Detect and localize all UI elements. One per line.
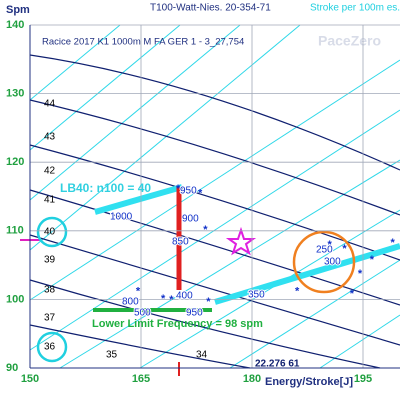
point: * <box>176 183 181 195</box>
stroke-line-label: 42 <box>44 166 56 177</box>
x-axis-label: Energy/Stroke[J] <box>265 376 353 388</box>
annotation: 22.276 61 <box>255 359 300 370</box>
y-tick-label: 90 <box>6 362 18 374</box>
stroke-curve <box>29 189 400 306</box>
stroke-line-label: 34 <box>196 350 208 361</box>
point: * <box>206 296 211 308</box>
markers <box>20 184 400 376</box>
cyan-band <box>214 243 400 305</box>
stroke-line-label: 41 <box>44 195 56 206</box>
point: * <box>350 288 355 300</box>
cyan-line <box>29 24 241 201</box>
y-tick-label: 100 <box>6 293 24 305</box>
cyan-line <box>139 209 400 369</box>
point: * <box>203 224 208 236</box>
distance-label: 900 <box>182 214 199 225</box>
cyan-circle <box>36 216 68 248</box>
distance-label: 400 <box>176 291 193 302</box>
stroke-line-label: 36 <box>44 342 56 353</box>
point: * <box>342 243 347 255</box>
stroke-line-label: 38 <box>44 285 56 296</box>
point: * <box>358 268 363 280</box>
y-tick-label: 110 <box>6 225 24 237</box>
x-tick-label: 150 <box>21 373 39 385</box>
distance-label: 350 <box>248 290 265 301</box>
frequency-lines <box>29 24 400 369</box>
orange-circle <box>292 230 356 294</box>
distance-label: 300 <box>324 257 341 268</box>
point: * <box>328 239 333 251</box>
point: * <box>198 188 203 200</box>
y-tick-label: 120 <box>6 156 24 168</box>
distance-label: 800 <box>122 297 139 308</box>
cyan-line <box>29 24 181 151</box>
cyan-line <box>29 109 400 351</box>
cyan-line <box>319 314 400 369</box>
distance-label: 250 <box>316 245 333 256</box>
stroke-line-label: 43 <box>44 132 56 143</box>
stroke-curve <box>29 324 251 369</box>
x-tick-label: 180 <box>243 373 261 385</box>
y-tick-label: 140 <box>6 19 24 31</box>
cyan-line <box>229 259 400 369</box>
y-tick-label: 130 <box>6 88 24 100</box>
cyan-line <box>29 59 400 301</box>
distance-label: 1000 <box>110 212 133 223</box>
star <box>225 226 257 256</box>
x-tick-label: 195 <box>354 373 372 385</box>
distance-label: 950 <box>180 186 197 197</box>
annotation: LB40: n100 = 40 <box>60 181 151 195</box>
point: * <box>370 254 375 266</box>
stroke-line-label: 40 <box>44 227 56 238</box>
annotation: Lower Limit Frequency = 98 spm <box>92 318 263 330</box>
stroke-line-label: 37 <box>44 313 56 324</box>
point: * <box>136 286 141 298</box>
cyan-band <box>94 184 183 215</box>
stroke-line-label: 39 <box>44 255 56 266</box>
point: * <box>390 237 395 249</box>
heading: Racice 2017 K1 1000m M FA GER 1 - 3_27,7… <box>42 37 244 48</box>
stroke-curve <box>29 234 400 346</box>
point: * <box>295 286 300 298</box>
title: T100-Watt-Nies. 20-354-71 <box>150 3 271 14</box>
cyan-line <box>29 24 301 251</box>
point: * <box>161 293 166 305</box>
subtitle: Stroke per 100m es. 40 <box>310 3 400 14</box>
x-tick-label: 165 <box>132 373 150 385</box>
cyan-circle <box>36 331 68 363</box>
stroke-curve <box>29 54 400 171</box>
distance-label: 950 <box>186 308 203 319</box>
stroke-curve <box>29 279 381 369</box>
distance-label: 500 <box>134 308 151 319</box>
stroke-curves <box>29 54 400 369</box>
stroke-line-label: 35 <box>106 350 118 361</box>
y-axis-label: Spm <box>6 4 30 16</box>
stroke-line-label: 44 <box>44 99 56 110</box>
watermark: PaceZero <box>318 33 381 49</box>
distance-label: 850 <box>172 237 189 248</box>
stroke-curve <box>29 99 400 216</box>
point: * <box>169 294 174 306</box>
